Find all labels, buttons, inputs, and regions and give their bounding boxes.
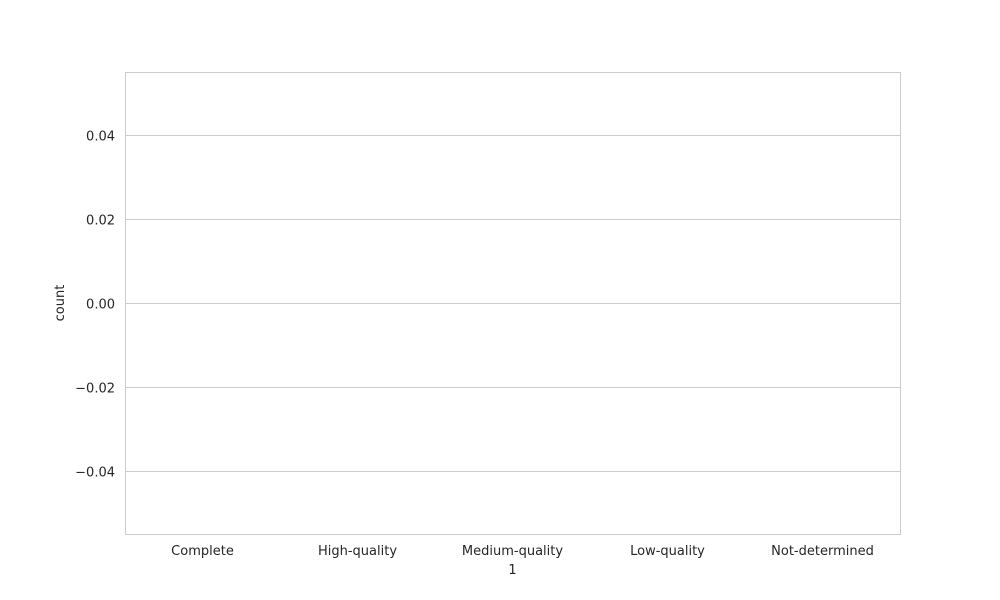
x-tick-label: Medium-quality	[462, 544, 563, 559]
x-tick-label: High-quality	[318, 544, 397, 559]
plot-frame	[125, 72, 901, 535]
x-axis-label: 1	[508, 563, 516, 578]
y-tick-label: −0.04	[75, 466, 115, 481]
y-tick-label: 0.02	[86, 214, 115, 229]
y-tick-label: 0.04	[86, 130, 115, 145]
y-axis-label: count	[53, 285, 68, 322]
gridlines	[125, 135, 900, 472]
y-tick-labels: 0.04 0.02 0.00 −0.02 −0.04	[75, 130, 115, 481]
x-tick-label: Low-quality	[630, 544, 705, 559]
y-tick-label: 0.00	[86, 298, 115, 313]
x-tick-label: Complete	[171, 544, 234, 559]
y-tick-label: −0.02	[75, 382, 115, 397]
x-tick-labels: Complete High-quality Medium-quality Low-qu…	[171, 544, 874, 559]
x-tick-label: Not-determined	[771, 544, 874, 559]
